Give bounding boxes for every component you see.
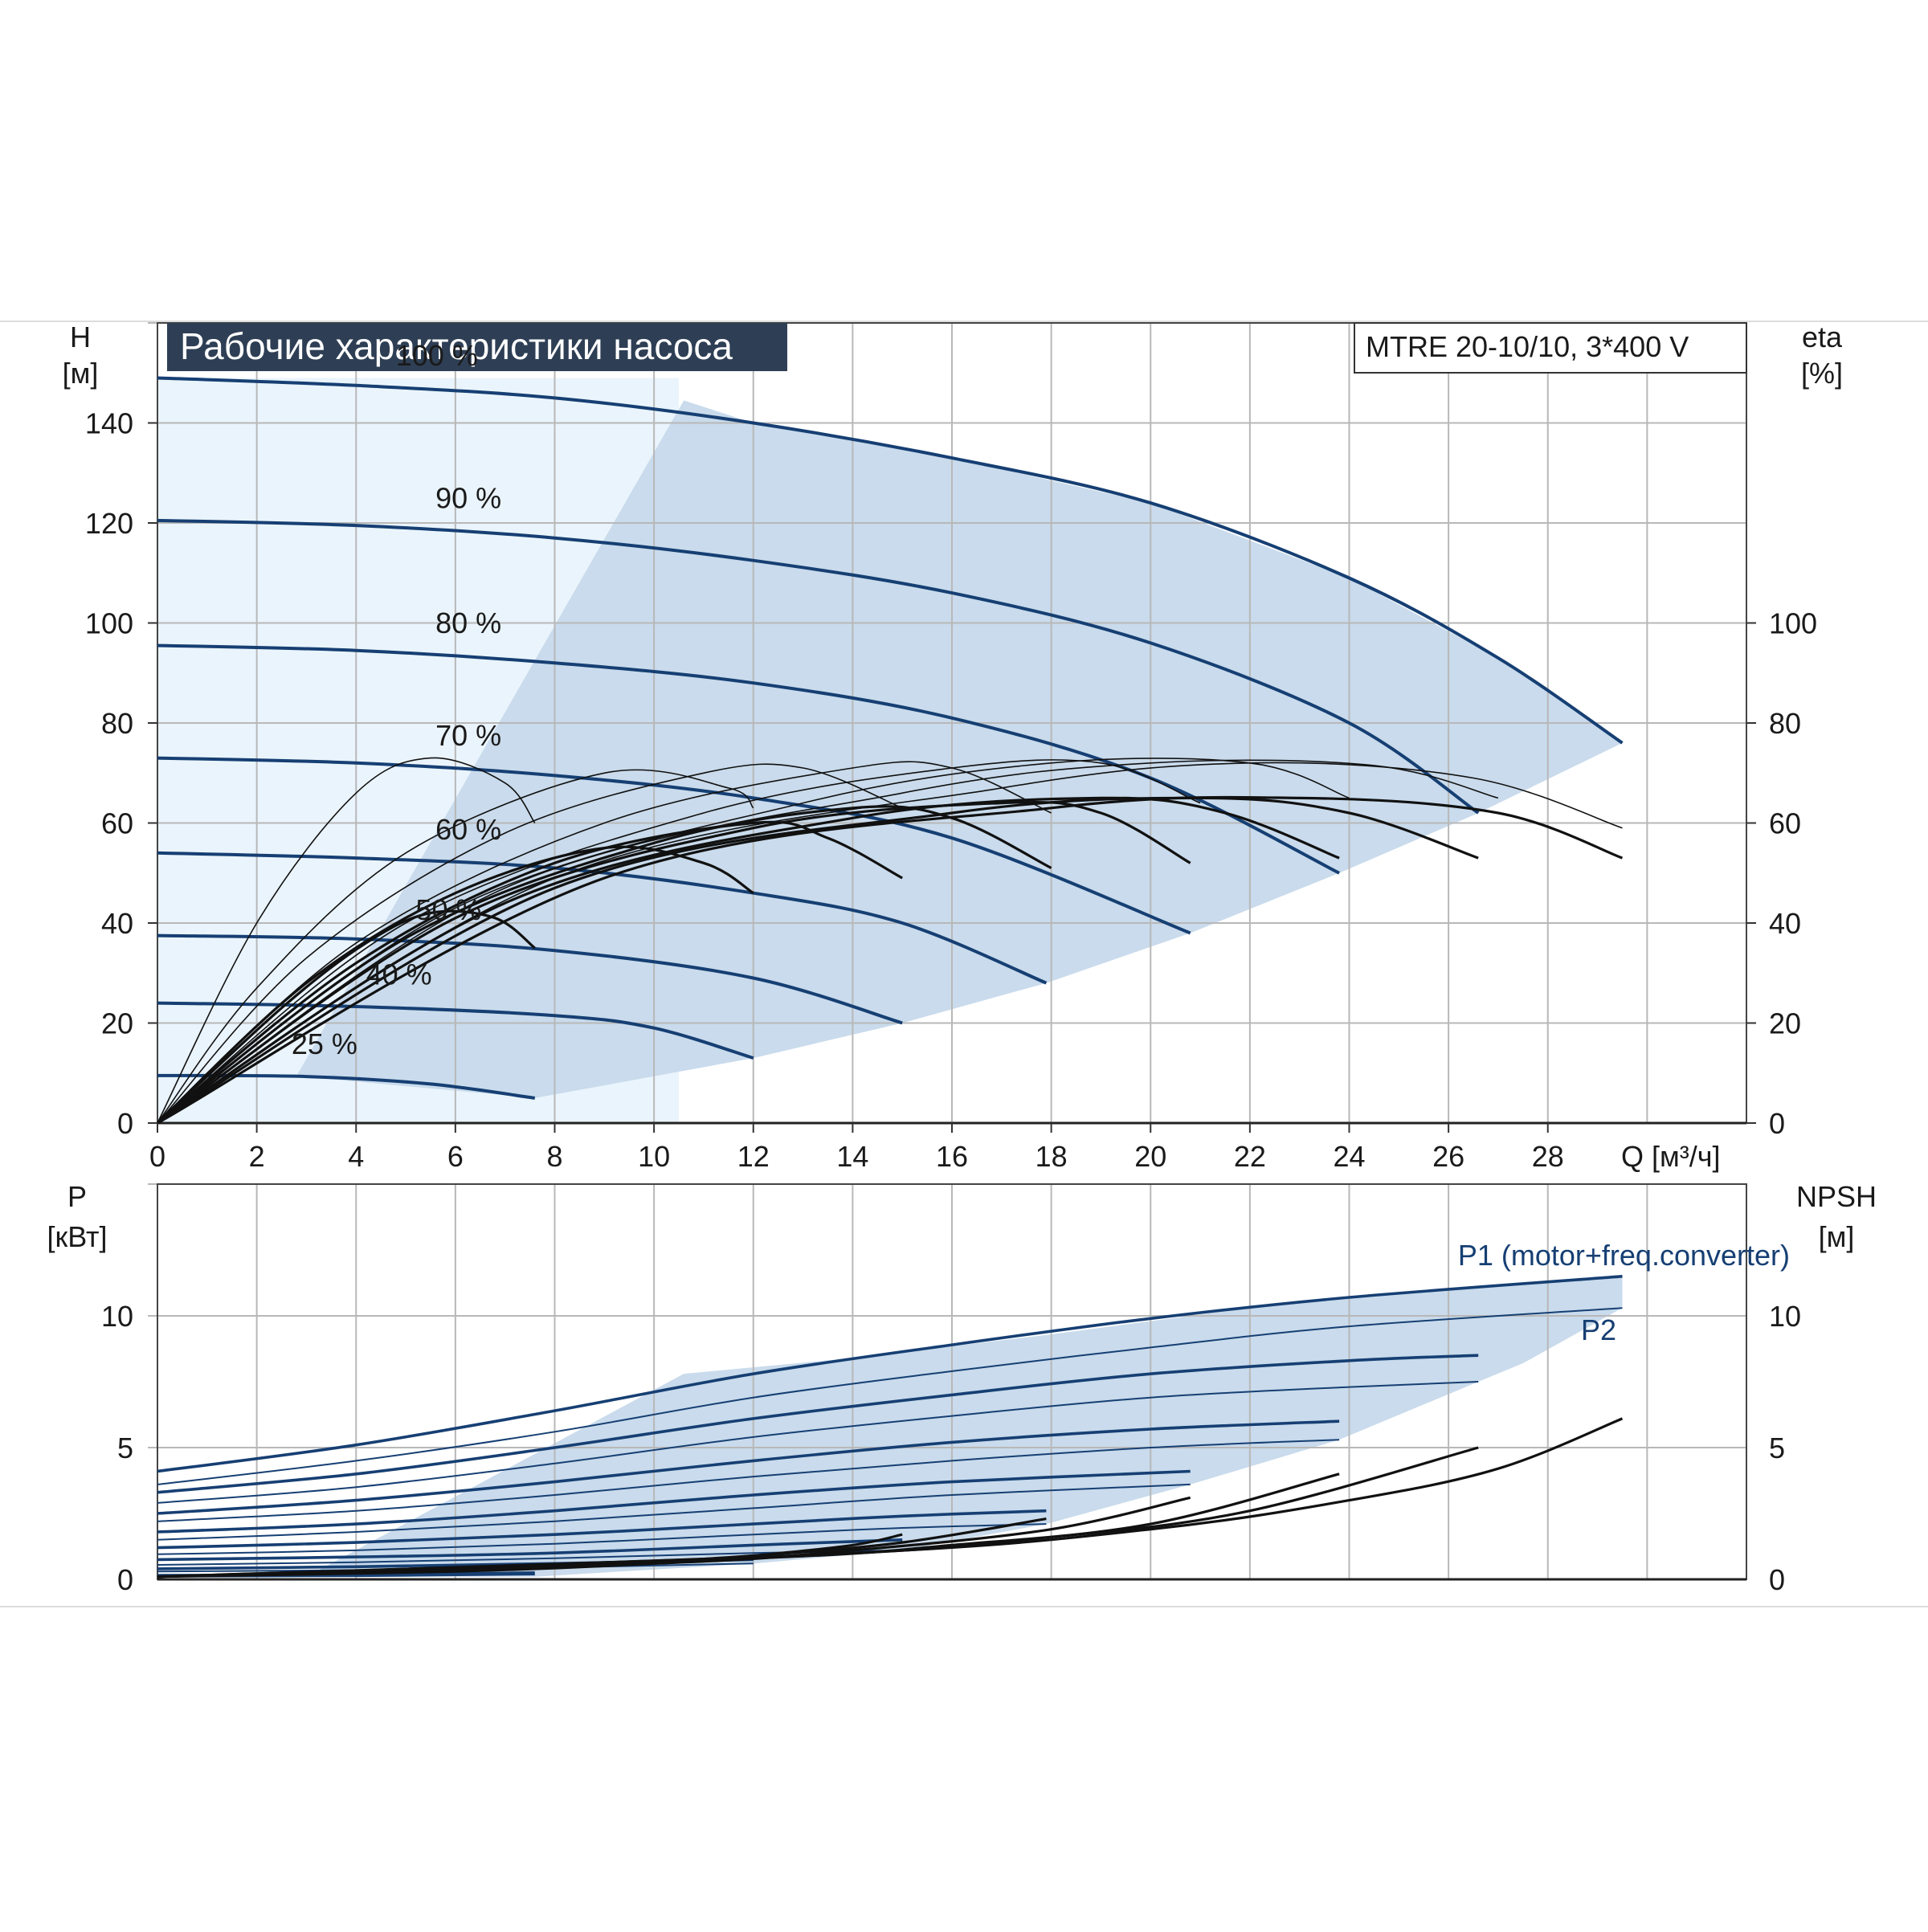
eta-tick-label: 100 <box>1769 607 1817 640</box>
npsh-tick-label: 10 <box>1769 1300 1801 1333</box>
head-axis-name: H <box>70 321 91 353</box>
speed-label-4: 60 % <box>435 813 501 846</box>
power-curve-10 <box>157 1538 903 1562</box>
model-box <box>1354 322 1747 374</box>
power-curve-8 <box>157 1509 1047 1550</box>
speed-label-1: 90 % <box>435 481 501 514</box>
flow-tick-label: 8 <box>546 1140 562 1173</box>
speed-label-3: 70 % <box>435 719 501 752</box>
p1-label: P1 (motor+freq.converter) <box>1458 1239 1790 1272</box>
power-tick-label: 0 <box>117 1563 133 1596</box>
speed-label-7: 25 % <box>292 1027 357 1060</box>
eta-curve-14 <box>157 796 1479 1125</box>
eta-curve-2 <box>157 763 903 1124</box>
flow-tick-label: 16 <box>936 1140 968 1173</box>
power-axis-name: P <box>67 1180 87 1213</box>
head-curve-0 <box>157 376 1624 745</box>
eta-axis-unit: [%] <box>1801 357 1843 390</box>
power-curve-5 <box>157 1439 1340 1522</box>
power-tick-label: 10 <box>101 1300 133 1333</box>
eta-curve-15 <box>157 795 1624 1125</box>
speed-label-6: 40 % <box>366 958 432 991</box>
eta-curve-9 <box>156 845 754 1125</box>
head-tick-label: 40 <box>101 907 133 940</box>
head-tick-label: 140 <box>85 407 133 440</box>
flow-tick-label: 18 <box>1035 1140 1068 1173</box>
head-curve-3 <box>157 756 1191 935</box>
flow-tick-label: 22 <box>1234 1140 1266 1173</box>
npsh-curve-5 <box>157 1417 1624 1579</box>
flow-tick-label: 4 <box>348 1140 364 1173</box>
flow-tick-label: 10 <box>638 1140 670 1173</box>
flow-tick-label: 14 <box>836 1140 868 1173</box>
power-curve-1 <box>157 1307 1623 1485</box>
power-curve-2 <box>157 1354 1479 1494</box>
eta-curve-13 <box>157 796 1340 1125</box>
speed-label-0: 100 % <box>396 339 478 372</box>
eta-curve-12 <box>157 800 1191 1125</box>
curve-labels: 100 % 90 % 80 % 70 % 60 % 50 % 40 % 25 % P1 (mot… <box>292 339 1790 1346</box>
head-tick-label: 80 <box>101 707 133 740</box>
npsh-tick-label: 0 <box>1769 1563 1785 1596</box>
power-envelope <box>306 1276 1623 1577</box>
eta-curve-4 <box>157 759 1201 1124</box>
head-curve-5 <box>157 933 903 1025</box>
flow-tick-label: 26 <box>1432 1140 1464 1173</box>
eta-tick-label: 60 <box>1769 807 1801 840</box>
eta-axis-name: eta <box>1802 321 1843 353</box>
frames <box>0 321 1928 1607</box>
power-curve-0 <box>157 1275 1623 1473</box>
speed-label-2: 80 % <box>435 607 501 639</box>
head-axis-unit: [м] <box>63 357 99 390</box>
eta-tick-label: 40 <box>1769 907 1801 940</box>
eta-tick-label: 0 <box>1769 1107 1785 1140</box>
eta-curve-6 <box>157 759 1499 1124</box>
head-curve-1 <box>157 518 1480 815</box>
power-axis-unit: [кВт] <box>47 1220 107 1253</box>
npsh-axis-name: NPSH <box>1796 1180 1877 1213</box>
head-tick-label: 20 <box>101 1007 133 1040</box>
head-tick-label: 100 <box>85 607 133 640</box>
eta-curve-1 <box>157 769 754 1124</box>
curves <box>156 376 1624 1579</box>
flow-tick-label: 0 <box>149 1140 165 1173</box>
eta-curve-8 <box>156 909 536 1125</box>
flow-tick-label: 20 <box>1134 1140 1166 1173</box>
npsh-tick-label: 5 <box>1769 1432 1785 1464</box>
flow-tick-label: 2 <box>249 1140 265 1173</box>
head-curve-4 <box>157 851 1048 985</box>
power-curve-9 <box>157 1523 1047 1555</box>
p2-label: P2 <box>1581 1313 1616 1346</box>
head-tick-label: 120 <box>85 507 133 540</box>
flow-tick-label: 24 <box>1333 1140 1365 1173</box>
model-label: MTRE 20-10/10, 3*400 V <box>1366 330 1689 363</box>
grid-lines <box>148 322 1747 1581</box>
eta-tick-label: 20 <box>1769 1007 1801 1040</box>
title-box <box>167 323 787 371</box>
power-curve-3 <box>157 1381 1479 1504</box>
flow-tick-label: 6 <box>447 1140 464 1173</box>
chart-title: Рабочие характеристики насоса <box>180 325 733 367</box>
eta-curve-10 <box>156 820 903 1125</box>
head-tick-label: 0 <box>117 1107 133 1140</box>
power-tick-label: 5 <box>117 1432 133 1464</box>
eta-curve-0 <box>157 757 536 1124</box>
flow-tick-label: 12 <box>737 1140 770 1173</box>
head-tick-label: 60 <box>101 807 133 840</box>
power-curve-6 <box>157 1469 1191 1534</box>
flow-axis-label: Q [м³/ч] <box>1621 1140 1721 1173</box>
speed-label-5: 50 % <box>415 893 481 926</box>
npsh-axis-unit: [м] <box>1819 1220 1855 1253</box>
eta-tick-label: 80 <box>1769 707 1801 740</box>
head-curve-6 <box>157 1001 754 1060</box>
flow-tick-label: 28 <box>1532 1140 1564 1173</box>
power-curve-4 <box>157 1419 1340 1515</box>
power-curve-7 <box>157 1483 1191 1541</box>
